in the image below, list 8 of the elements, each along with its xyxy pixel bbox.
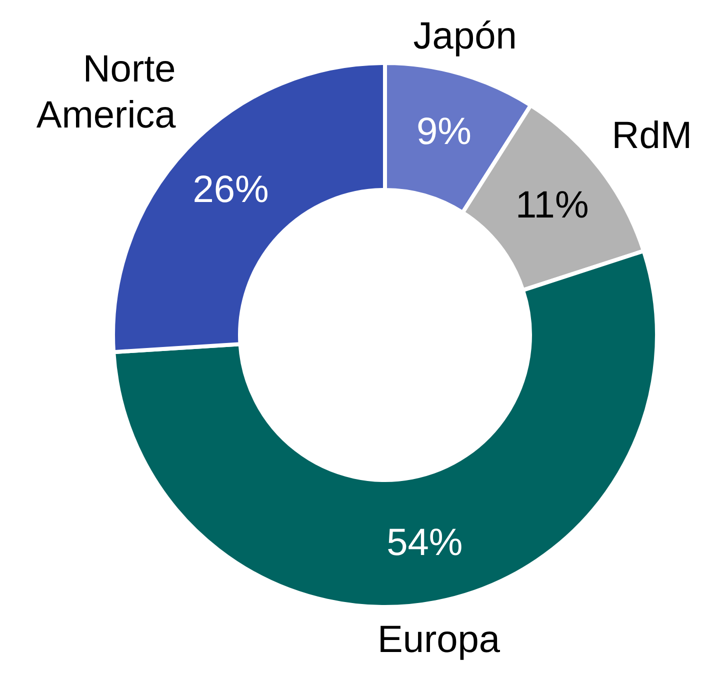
slice-label: RdM bbox=[612, 115, 692, 158]
data-label: 9% bbox=[416, 110, 472, 153]
data-label: 54% bbox=[386, 522, 463, 564]
data-label: 26% bbox=[192, 169, 269, 212]
slice-label: Europa bbox=[378, 618, 501, 661]
slice-label: Norte America bbox=[36, 48, 177, 137]
data-label: 11% bbox=[515, 184, 589, 226]
slice-label: Japón bbox=[413, 15, 517, 58]
